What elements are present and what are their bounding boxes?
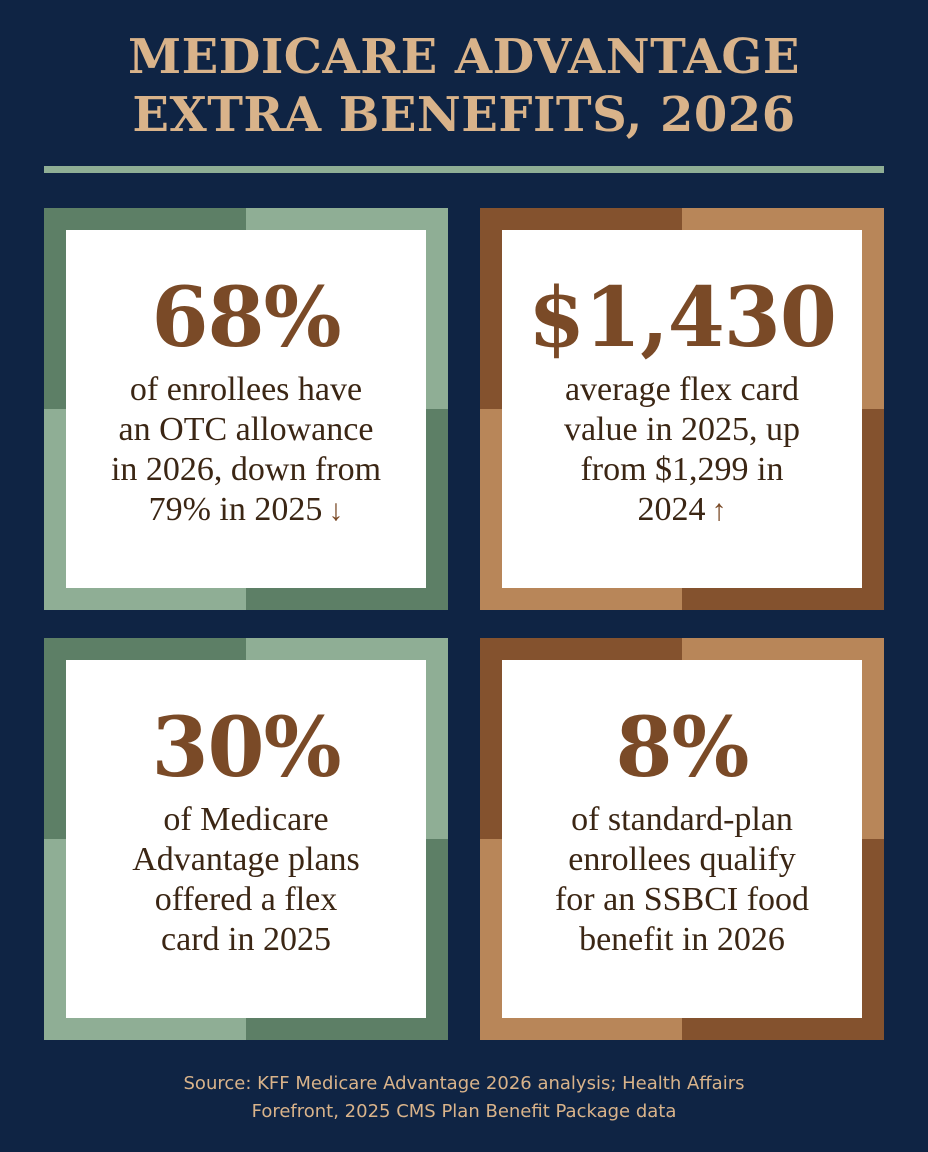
desc-line: average flex card <box>564 371 800 408</box>
stat-card-panel: $1,430 average flex card value in 2025, … <box>502 230 862 588</box>
desc-line: benefit in 2026 <box>579 921 785 958</box>
stat-description: of standard-plan enrollees qualify for a… <box>512 800 852 960</box>
desc-line: in 2026, down from <box>110 451 382 488</box>
stat-card-panel: 68% of enrollees have an OTC allowance i… <box>66 230 426 588</box>
desc-line: of Medicare <box>163 801 329 838</box>
stat-value: $1,430 <box>528 270 837 366</box>
desc-line: value in 2025, up <box>563 411 801 448</box>
desc-line: of standard-plan <box>571 801 793 838</box>
stat-card-flex-card-plans: 30% of Medicare Advantage plans offered … <box>44 638 448 1040</box>
stat-card-panel: 30% of Medicare Advantage plans offered … <box>66 660 426 1018</box>
stat-card-ssbci-food: 8% of standard-plan enrollees qualify fo… <box>480 638 884 1040</box>
desc-line: of enrollees have <box>129 371 363 408</box>
stat-value: 68% <box>151 270 341 366</box>
stat-card-flex-card-value: $1,430 average flex card value in 2025, … <box>480 208 884 610</box>
source-line-2: Forefront, 2025 CMS Plan Benefit Package… <box>251 1101 677 1122</box>
title-line-1: MEDICARE ADVANTAGE <box>128 29 800 85</box>
stat-description: of Medicare Advantage plans offered a fl… <box>76 800 416 960</box>
desc-line: from $1,299 in <box>580 451 784 488</box>
source-line-1: Source: KFF Medicare Advantage 2026 anal… <box>183 1073 745 1094</box>
desc-line: an OTC allowance <box>118 411 374 448</box>
stat-value: 30% <box>151 700 341 796</box>
down-arrow-icon: ↓ <box>328 494 344 527</box>
desc-line: enrollees qualify <box>568 841 796 878</box>
desc-line: Advantage plans <box>132 841 360 878</box>
stat-value: 8% <box>615 700 750 796</box>
desc-line: 2024 <box>637 491 706 528</box>
stat-description: average flex card value in 2025, up from… <box>512 370 852 531</box>
desc-line: for an SSBCI food <box>554 881 810 918</box>
title-divider <box>44 166 884 173</box>
source-citation: Source: KFF Medicare Advantage 2026 anal… <box>0 1070 928 1126</box>
page-title: MEDICARE ADVANTAGE EXTRA BENEFITS, 2026 <box>0 28 928 144</box>
stat-card-panel: 8% of standard-plan enrollees qualify fo… <box>502 660 862 1018</box>
stat-card-otc-allowance: 68% of enrollees have an OTC allowance i… <box>44 208 448 610</box>
up-arrow-icon: ↑ <box>711 494 727 527</box>
desc-line: card in 2025 <box>161 921 331 958</box>
stat-description: of enrollees have an OTC allowance in 20… <box>76 370 416 531</box>
title-line-2: EXTRA BENEFITS, 2026 <box>132 87 796 143</box>
desc-line: 79% in 2025 <box>148 491 323 528</box>
desc-line: offered a flex <box>154 881 338 918</box>
